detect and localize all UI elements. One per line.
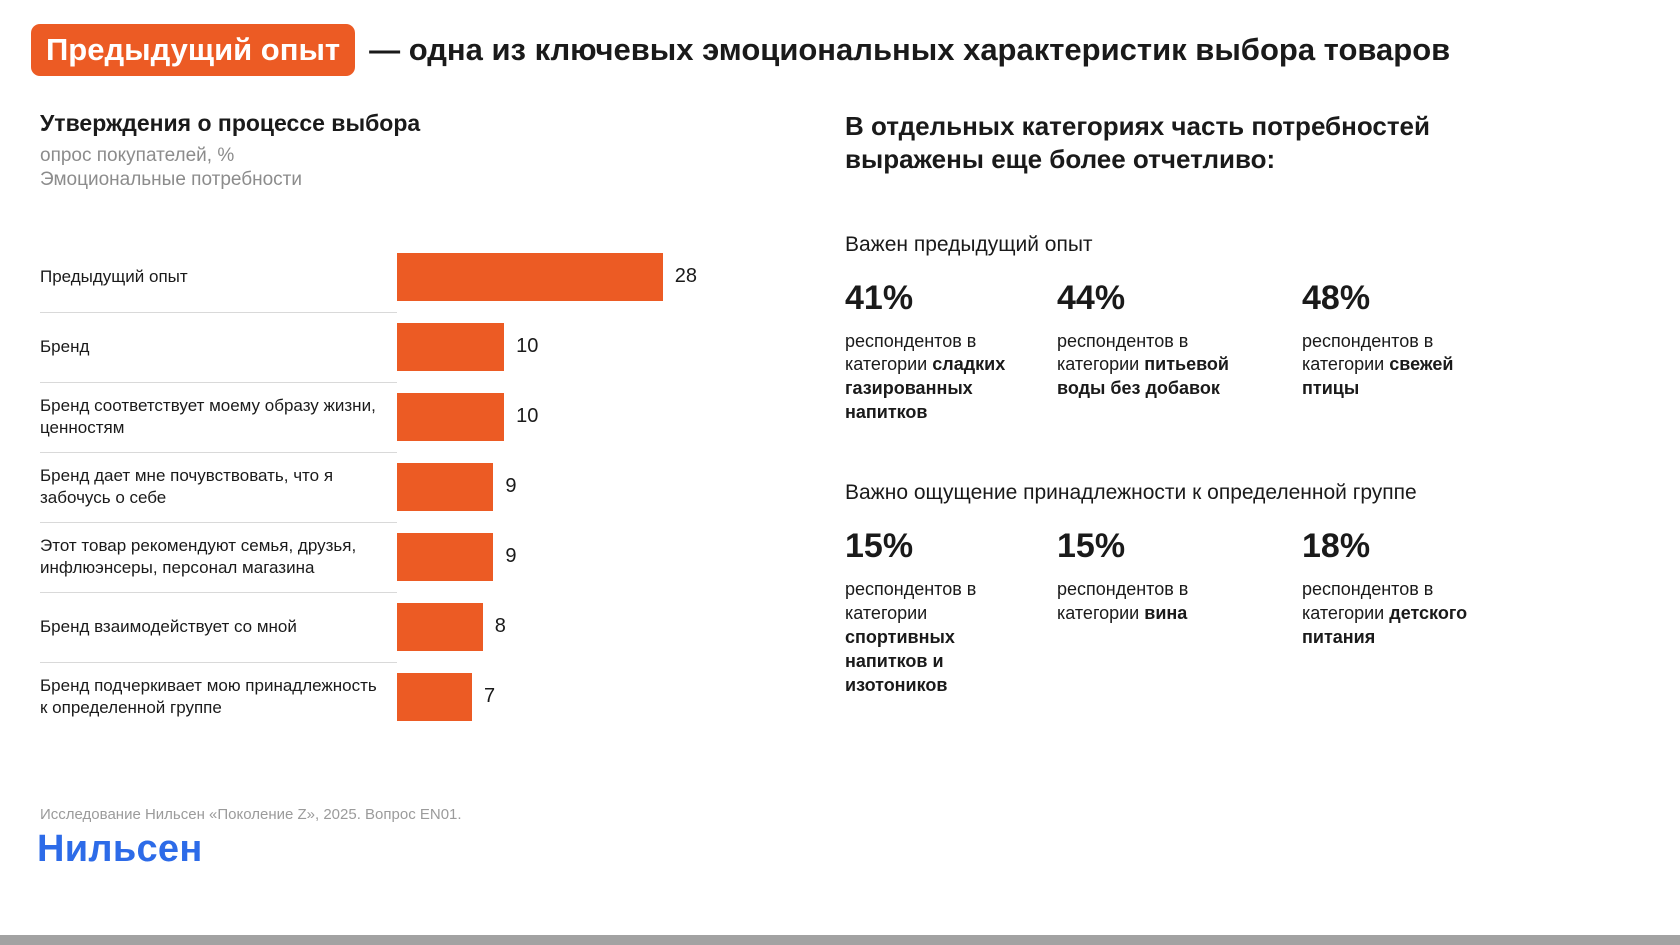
- stat-percent: 18%: [1302, 527, 1371, 566]
- bar-track: 7: [397, 662, 697, 732]
- chart-subtitle-line2: Эмоциональные потребности: [40, 168, 302, 190]
- bar-track: 28: [397, 242, 697, 312]
- bar-value: 9: [505, 475, 517, 497]
- stat-card: 18% респондентов в категории детского пи…: [1302, 527, 1525, 698]
- bar-row: Бренд взаимодействует со мной 8: [40, 591, 760, 662]
- bar-row: Бренд соответствует моему образу жизни, …: [40, 381, 760, 452]
- stat-text-bold: детского питания: [1302, 603, 1468, 648]
- stat-percent: 48%: [1302, 278, 1371, 317]
- source-note: Исследование Нильсен «Поколение Z», 2025…: [40, 806, 462, 823]
- section-group-belonging: Важно ощущение принадлежности к определе…: [845, 481, 1525, 698]
- stat-card: 15% респондентов в категории спортивных …: [845, 527, 1057, 698]
- stat-description: респондентов в категории питьевой воды б…: [1057, 330, 1245, 402]
- stat-percent: 41%: [845, 278, 914, 317]
- stat-description: респондентов в категории свежей птицы: [1302, 330, 1490, 402]
- stat-text-bold: питьевой воды без добавок: [1057, 354, 1229, 399]
- bar: [397, 322, 505, 371]
- bars-area: Предыдущий опыт 28 Бренд 10 Бренд соотве…: [40, 242, 760, 732]
- bar-track: 10: [397, 312, 697, 382]
- bar-value: 10: [516, 405, 539, 427]
- stat-text-bold: вина: [1144, 603, 1188, 624]
- chart-subtitle: опрос покупателей, % Эмоциональные потре…: [40, 144, 760, 192]
- section-title: Важен предыдущий опыт: [845, 232, 1093, 256]
- bar-label: Бренд соответствует моему образу жизни, …: [40, 381, 397, 452]
- bar-chart: Утверждения о процессе выбора опрос поку…: [40, 110, 760, 732]
- bar-track: 10: [397, 382, 697, 452]
- stats-grid: 41% респондентов в категории сладких газ…: [845, 279, 1525, 426]
- title-text: — одна из ключевых эмоциональных характе…: [369, 32, 1451, 67]
- bar-track: 9: [397, 452, 697, 522]
- stat-description: респондентов в категории вина: [1057, 578, 1245, 626]
- stat-description: респондентов в категории сладких газиров…: [845, 330, 1033, 426]
- stat-text-plain: респондентов в категории: [845, 579, 977, 624]
- section-previous-experience: Важен предыдущий опыт 41% респондентов в…: [845, 233, 1525, 426]
- bar: [397, 672, 472, 721]
- bar-row: Бренд подчеркивает мою принадлежность к …: [40, 661, 760, 732]
- bar-value: 28: [674, 265, 697, 287]
- bar: [397, 392, 505, 441]
- bar-row: Бренд дает мне почувствовать, что я забо…: [40, 451, 760, 522]
- bar-value: 9: [505, 545, 517, 567]
- stat-card: 44% респондентов в категории питьевой во…: [1057, 279, 1302, 426]
- bar: [397, 462, 494, 511]
- bar-track: 9: [397, 522, 697, 592]
- bar: [397, 602, 483, 651]
- stat-description: респондентов в категории детского питани…: [1302, 578, 1490, 650]
- stat-text-plain: респондентов в категории: [1302, 579, 1434, 624]
- bar-row: Этот товар рекомендуют семья, друзья, ин…: [40, 521, 760, 592]
- bar-label: Бренд взаимодействует со мной: [40, 591, 397, 662]
- bar-value: 10: [516, 335, 539, 357]
- stat-text-plain: респондентов в категории: [845, 330, 977, 375]
- bar-label: Бренд: [40, 311, 397, 382]
- bottom-strip: [0, 935, 1680, 945]
- bar-track: 8: [397, 592, 697, 662]
- stat-text-plain: респондентов в категории: [1057, 579, 1189, 624]
- bar-row: Предыдущий опыт 28: [40, 242, 760, 312]
- stat-card: 15% респондентов в категории вина: [1057, 527, 1302, 698]
- stat-percent: 15%: [845, 527, 914, 566]
- bar-label: Предыдущий опыт: [40, 266, 188, 286]
- title-highlight-chip: Предыдущий опыт: [31, 24, 356, 76]
- page-title: Предыдущий опыт — одна из ключевых эмоци…: [31, 24, 1450, 76]
- stat-text-bold: свежей птицы: [1302, 354, 1454, 399]
- stat-text-plain: респондентов в категории: [1302, 330, 1434, 375]
- stat-percent: 44%: [1057, 278, 1126, 317]
- bar: [397, 252, 663, 301]
- bar-label: Бренд подчеркивает мою принадлежность к …: [40, 661, 397, 732]
- stats-grid: 15% респондентов в категории спортивных …: [845, 527, 1525, 698]
- highlights-heading: В отдельных категориях часть потребносте…: [845, 111, 1430, 175]
- stat-card: 48% респондентов в категории свежей птиц…: [1302, 279, 1525, 426]
- stat-text-plain: респондентов в категории: [1057, 330, 1189, 375]
- stat-card: 41% респондентов в категории сладких газ…: [845, 279, 1057, 426]
- bar-label: Бренд дает мне почувствовать, что я забо…: [40, 451, 397, 522]
- highlights-panel: В отдельных категориях часть потребносте…: [845, 110, 1525, 698]
- bar-value: 7: [484, 685, 496, 707]
- stat-description: респондентов в категории спортивных напи…: [845, 578, 1033, 698]
- section-title: Важно ощущение принадлежности к определе…: [845, 481, 1417, 505]
- nielsen-logo: Нильсен: [37, 828, 203, 870]
- stat-percent: 15%: [1057, 527, 1126, 566]
- stat-text-bold: спортивных напитков и изотоников: [845, 627, 955, 696]
- stat-text-bold: сладких газированных напитков: [845, 354, 1006, 423]
- bar-row: Бренд 10: [40, 311, 760, 382]
- chart-subtitle-line1: опрос покупателей, %: [40, 145, 235, 166]
- bar: [397, 532, 494, 581]
- bar-value: 8: [494, 615, 506, 637]
- chart-title: Утверждения о процессе выбора: [40, 110, 421, 136]
- bar-label: Этот товар рекомендуют семья, друзья, ин…: [40, 521, 397, 592]
